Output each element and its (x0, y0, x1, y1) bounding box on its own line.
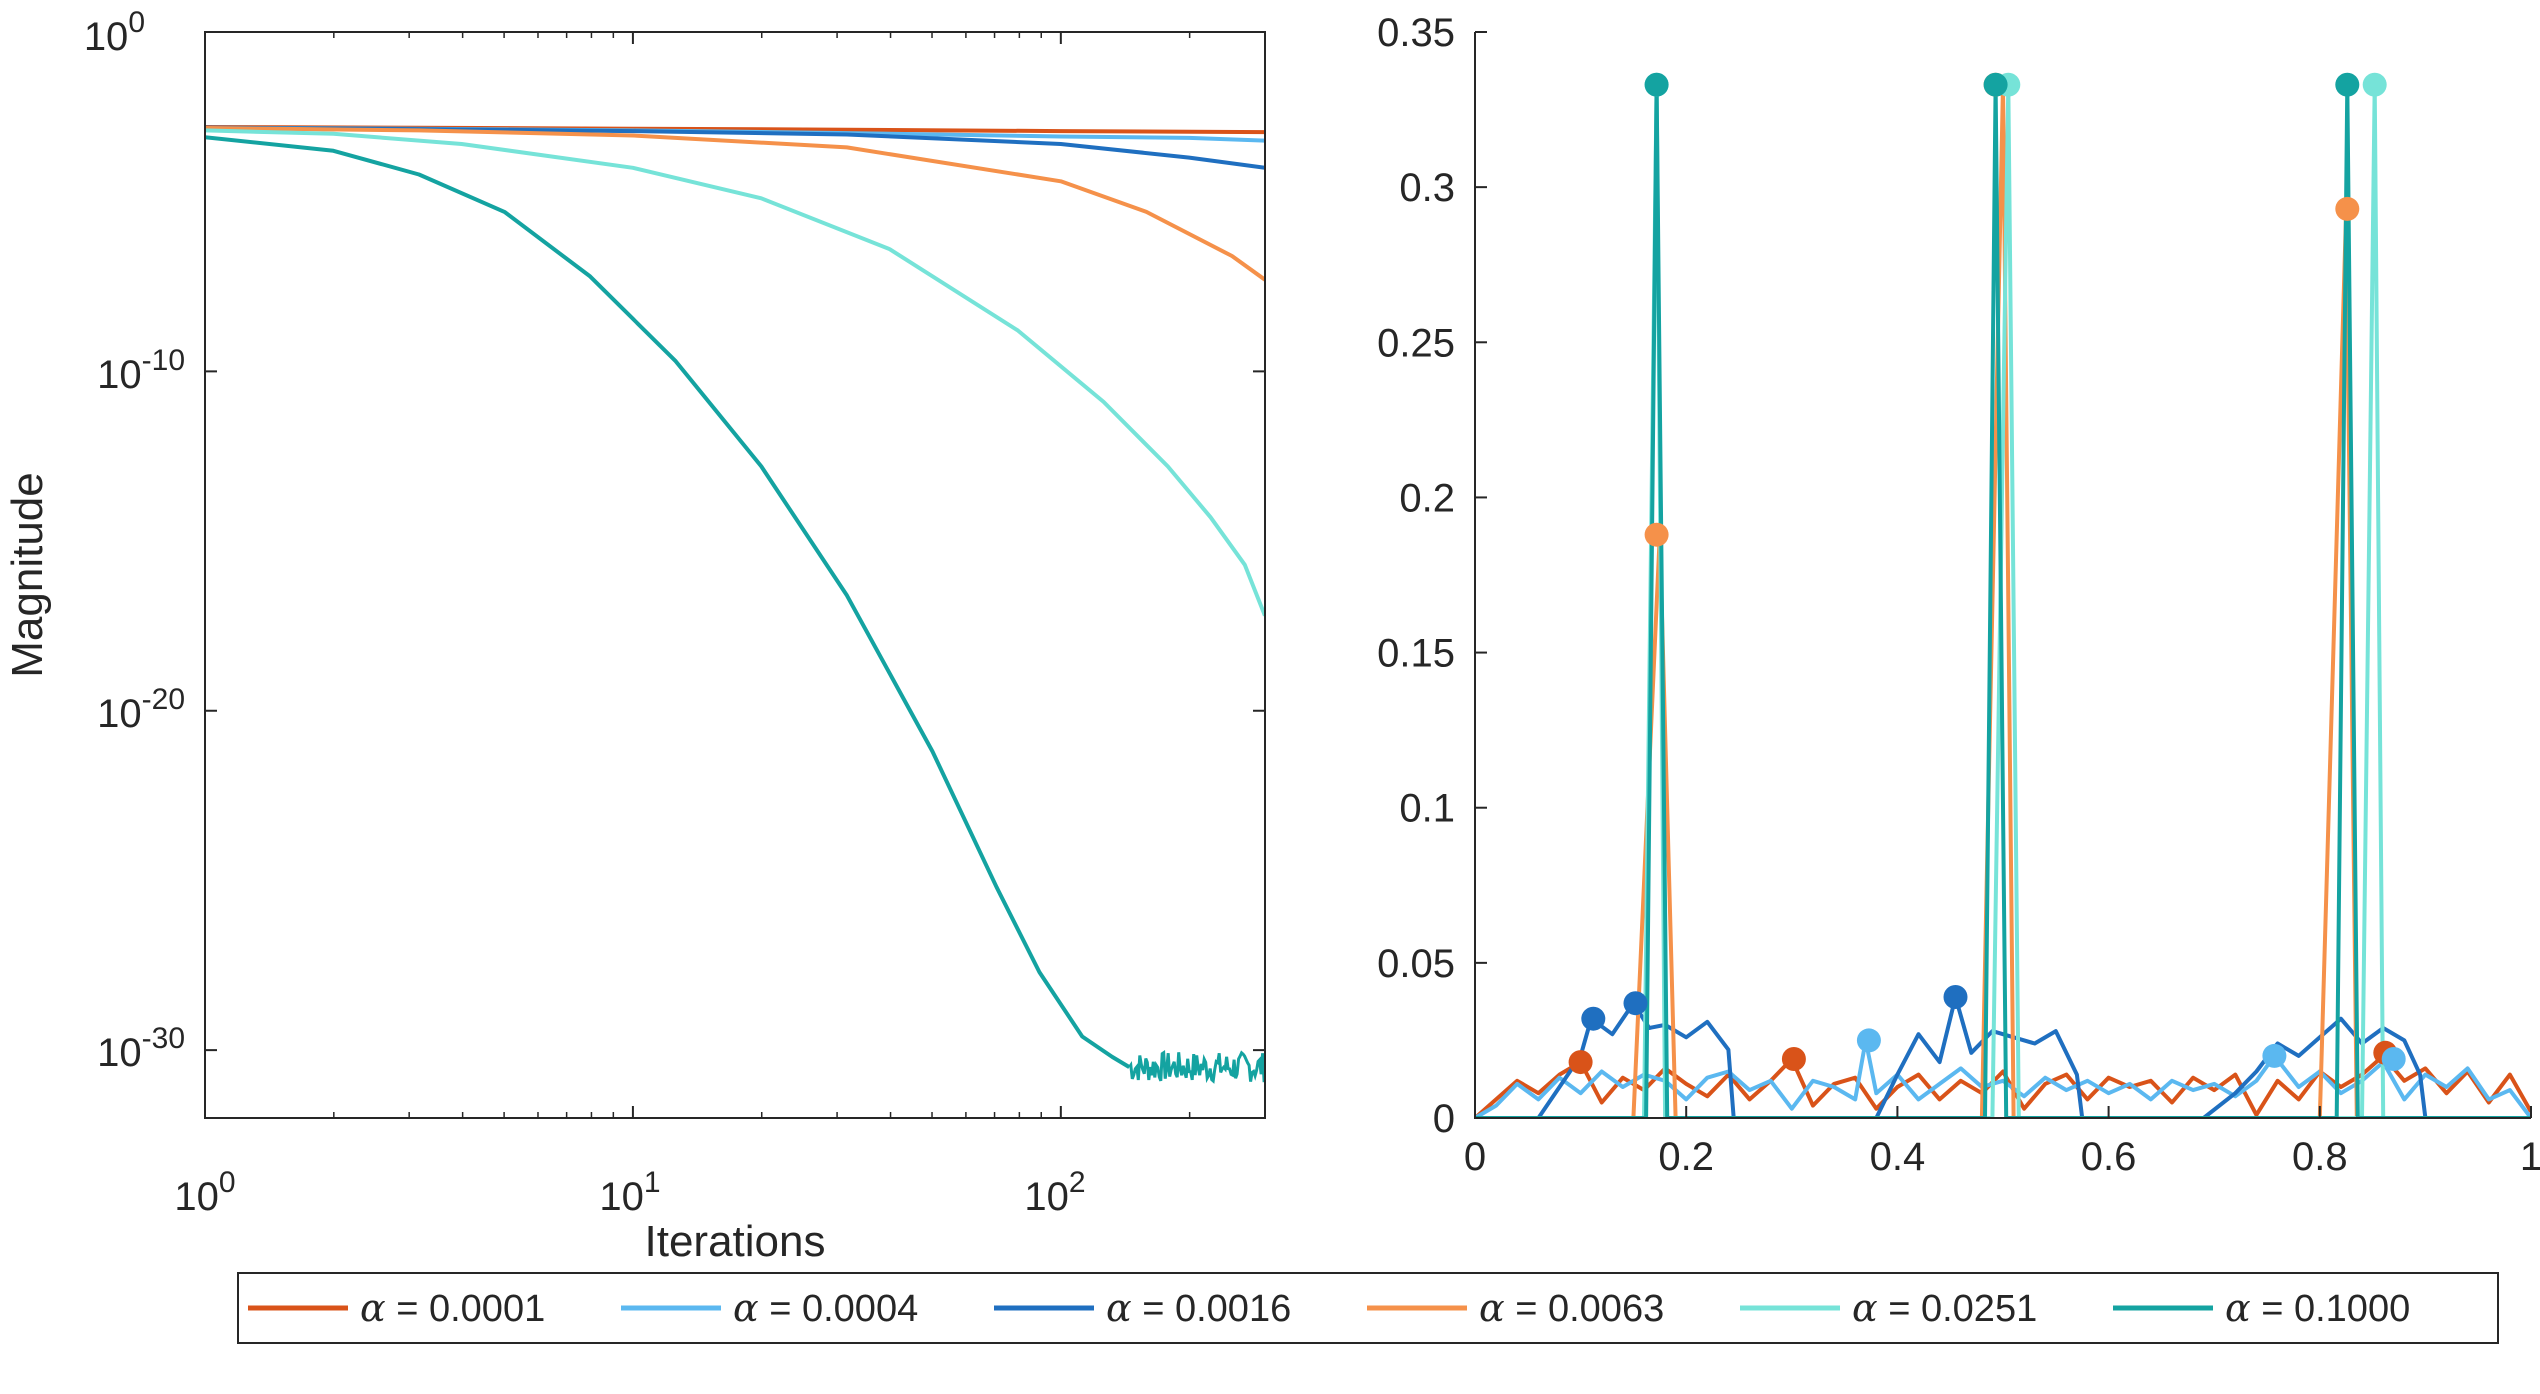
right-y-tick-label: 0.1 (1399, 787, 1455, 831)
left-axes-box (204, 31, 1266, 1119)
left-y-tick-label-1: 10-10 (97, 344, 185, 397)
right-x-tick-label: 0.2 (1658, 1135, 1714, 1179)
left-x-tick-label-1: 101 (599, 1166, 660, 1219)
right-series-marker-2-2 (1943, 985, 1968, 1009)
left-series-noise-floor (1128, 1049, 1265, 1084)
right-y-tick-label: 0 (1433, 1097, 1455, 1141)
right-x-tick-label: 0.4 (1870, 1135, 1926, 1179)
right-y-tick-label: 0.35 (1377, 11, 1455, 55)
right-series-marker-5-2 (2335, 72, 2360, 97)
legend: α = 0.0001 α = 0.0004 α = 0.0016 α = 0.0063… (237, 1272, 2499, 1344)
right-y-tick-labels: 0 0.05 0.1 0.15 0.2 0.25 0.3 0.35 (1377, 11, 1455, 1141)
right-series-marker-1-2 (2381, 1047, 2406, 1071)
right-y-tick-label: 0.05 (1377, 942, 1455, 986)
left-y-axis-title: Magnitude (3, 472, 52, 677)
right-x-tick-label: 0.8 (2292, 1135, 2348, 1179)
left-series-line-4 (205, 128, 1265, 617)
right-series-marker-0-1 (1781, 1047, 1806, 1071)
left-chart: 100 101 102 100 10-10 10-20 10-30 Iterat… (3, 6, 1266, 1266)
legend-label-3: α = 0.0063 (1479, 1286, 1664, 1330)
left-y-tick-label-0: 100 (84, 6, 145, 59)
legend-label-2: α = 0.0016 (1106, 1286, 1291, 1330)
right-series-marker-4-2 (2362, 72, 2387, 97)
right-y-tick-label: 0.3 (1399, 166, 1455, 210)
right-series-marker-1-0 (1856, 1028, 1881, 1053)
right-series-marker-3-2 (2335, 196, 2360, 221)
right-series-marker-2-1 (1623, 991, 1648, 1016)
right-x-tick-label: 1 (2520, 1135, 2540, 1179)
right-chart: 0 0.2 0.4 0.6 0.8 1 0 0.05 0.1 0.15 0.2 0.25 0.3 0.3… (1377, 11, 2540, 1179)
right-y-tick-label: 0.2 (1399, 476, 1455, 520)
left-major-ticks (204, 31, 1265, 1118)
right-ticks (1474, 31, 2532, 1119)
left-x-tick-label-0: 100 (174, 1166, 235, 1219)
right-series-group (1475, 72, 2531, 1118)
right-x-tick-label: 0.6 (2081, 1135, 2137, 1179)
legend-label-0: α = 0.0001 (360, 1286, 545, 1330)
right-x-tick-label: 0 (1464, 1135, 1486, 1179)
right-series-marker-5-0 (1644, 72, 1669, 97)
legend-label-5: α = 0.1000 (2225, 1286, 2410, 1330)
left-series-line-3 (205, 126, 1265, 282)
left-series-group (205, 125, 1265, 1084)
right-x-tick-labels: 0 0.2 0.4 0.6 0.8 1 (1464, 1135, 2540, 1179)
left-series-line-5 (205, 135, 1131, 1069)
right-y-tick-label: 0.25 (1377, 321, 1455, 365)
left-y-tick-label-2: 10-20 (97, 683, 185, 736)
right-series-marker-2-0 (1581, 1006, 1606, 1031)
right-series-marker-3-0 (1644, 522, 1669, 547)
left-x-axis-title: Iterations (645, 1217, 826, 1266)
legend-label-1: α = 0.0004 (733, 1286, 918, 1330)
right-y-tick-label: 0.15 (1377, 632, 1455, 676)
right-series-marker-1-1 (2262, 1043, 2287, 1068)
legend-label-4: α = 0.0251 (1852, 1286, 2037, 1330)
legend-items: α = 0.0001 α = 0.0004 α = 0.0016 α = 0.0063… (248, 1286, 2410, 1330)
right-series-marker-5-1 (1983, 72, 2008, 97)
right-series-marker-0-0 (1568, 1050, 1593, 1075)
left-x-tick-label-2: 102 (1024, 1166, 1085, 1219)
left-y-tick-label-3: 10-30 (97, 1022, 185, 1075)
